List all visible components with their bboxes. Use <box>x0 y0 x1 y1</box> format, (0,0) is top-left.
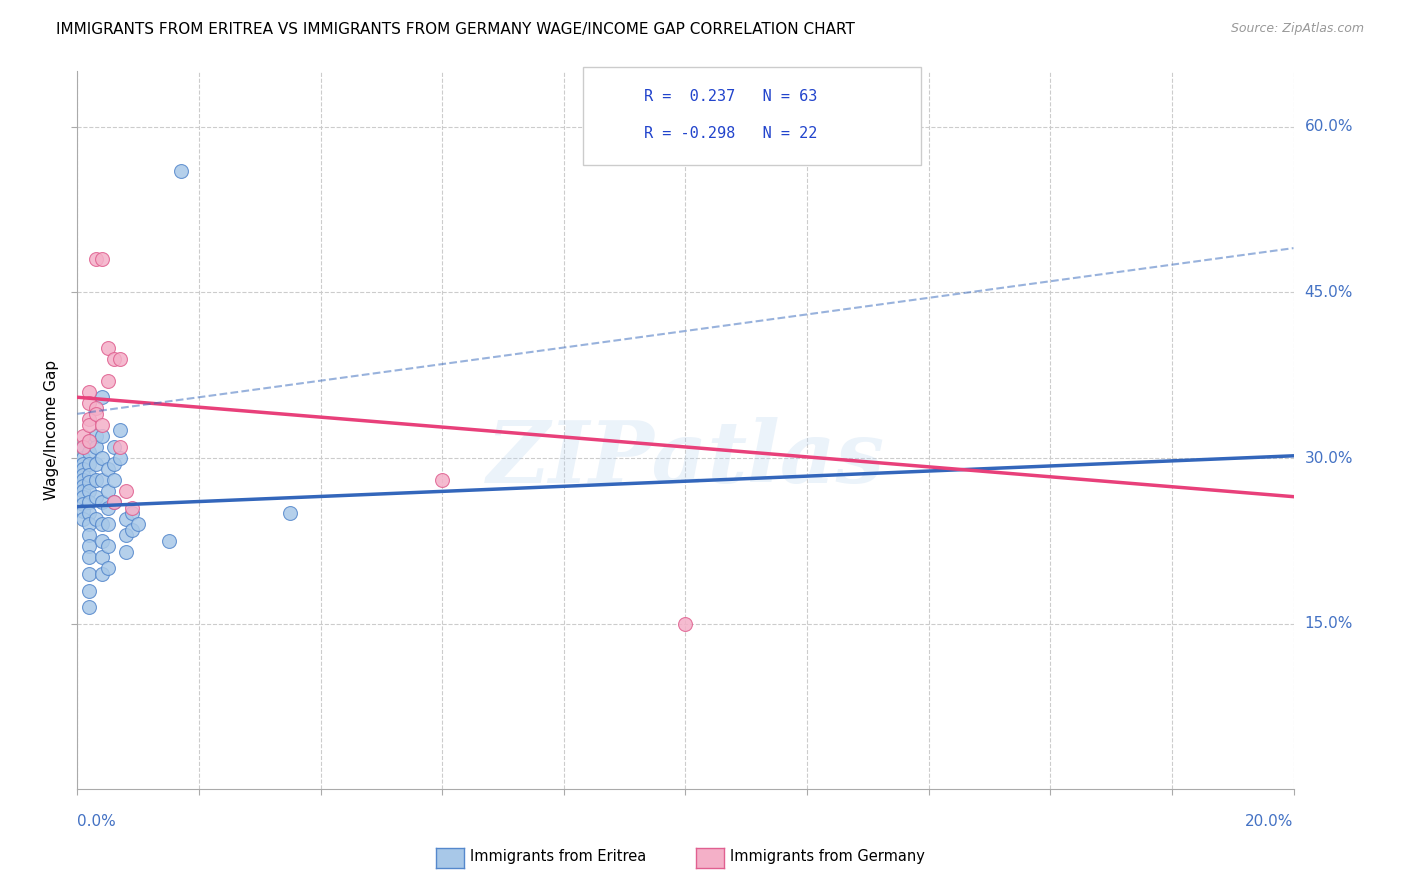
Text: 30.0%: 30.0% <box>1305 450 1353 466</box>
Point <box>79 396 101 410</box>
Point <box>79 495 101 509</box>
Point <box>79 517 101 532</box>
Text: ZIPatlas: ZIPatlas <box>486 417 884 501</box>
Point <box>84 401 107 416</box>
Point <box>97 540 120 554</box>
Point <box>90 533 112 548</box>
Text: Immigrants from Eritrea: Immigrants from Eritrea <box>470 849 645 863</box>
Point <box>90 390 112 404</box>
Point <box>90 429 112 443</box>
Point <box>84 473 107 487</box>
Text: Immigrants from Germany: Immigrants from Germany <box>730 849 925 863</box>
Point <box>84 407 107 421</box>
Point <box>430 473 453 487</box>
Point <box>79 417 101 432</box>
Point <box>84 440 107 454</box>
Point <box>79 445 101 459</box>
Point <box>108 440 131 454</box>
Point <box>103 440 125 454</box>
Point <box>84 512 107 526</box>
Point <box>278 506 301 520</box>
Point <box>72 440 94 454</box>
Point <box>72 504 94 518</box>
Point <box>127 517 149 532</box>
Point <box>79 384 101 399</box>
Y-axis label: Wage/Income Gap: Wage/Income Gap <box>44 360 59 500</box>
Point <box>115 545 138 559</box>
Text: IMMIGRANTS FROM ERITREA VS IMMIGRANTS FROM GERMANY WAGE/INCOME GAP CORRELATION C: IMMIGRANTS FROM ERITREA VS IMMIGRANTS FR… <box>56 22 855 37</box>
Point <box>97 500 120 515</box>
Text: 0.0%: 0.0% <box>77 814 117 830</box>
Point <box>115 512 138 526</box>
Point <box>72 450 94 465</box>
Point <box>90 517 112 532</box>
Text: 20.0%: 20.0% <box>1246 814 1294 830</box>
Point <box>115 484 138 499</box>
Point <box>170 163 193 178</box>
Text: 15.0%: 15.0% <box>1305 616 1353 632</box>
Point <box>79 434 101 449</box>
Point <box>84 457 107 471</box>
Point <box>79 412 101 426</box>
Point <box>90 550 112 565</box>
Point <box>90 417 112 432</box>
Point <box>121 523 143 537</box>
Point <box>108 424 131 438</box>
Point <box>79 506 101 520</box>
Point <box>97 517 120 532</box>
Point <box>103 473 125 487</box>
Point <box>90 473 112 487</box>
Point <box>72 490 94 504</box>
Text: R = -0.298   N = 22: R = -0.298 N = 22 <box>644 127 817 141</box>
Point <box>72 512 94 526</box>
Point <box>72 478 94 492</box>
Point <box>90 495 112 509</box>
Text: R =  0.237   N = 63: R = 0.237 N = 63 <box>644 89 817 103</box>
Point <box>79 583 101 598</box>
Point <box>121 506 143 520</box>
Point <box>108 351 131 366</box>
Point <box>79 540 101 554</box>
Point <box>79 484 101 499</box>
Point <box>79 600 101 615</box>
Point <box>97 341 120 355</box>
Point <box>103 351 125 366</box>
Point <box>79 528 101 542</box>
Point <box>84 252 107 267</box>
Point <box>115 528 138 542</box>
Point <box>79 567 101 582</box>
Text: 45.0%: 45.0% <box>1305 285 1353 300</box>
Point <box>79 467 101 482</box>
Point <box>97 484 120 499</box>
Point <box>103 495 125 509</box>
Text: Source: ZipAtlas.com: Source: ZipAtlas.com <box>1230 22 1364 36</box>
Point <box>157 533 180 548</box>
Point <box>72 497 94 511</box>
Point <box>90 252 112 267</box>
Point <box>79 475 101 490</box>
Point <box>72 440 94 454</box>
Point <box>79 457 101 471</box>
Point <box>79 550 101 565</box>
Text: 60.0%: 60.0% <box>1305 120 1353 134</box>
Point <box>84 490 107 504</box>
Point <box>108 450 131 465</box>
Point <box>72 462 94 476</box>
Point <box>103 457 125 471</box>
Point <box>84 429 107 443</box>
Point <box>72 457 94 471</box>
Point <box>90 450 112 465</box>
Point <box>79 434 101 449</box>
Point <box>97 374 120 388</box>
Point <box>97 462 120 476</box>
Point <box>121 500 143 515</box>
Point <box>675 616 697 631</box>
Point <box>72 473 94 487</box>
Point <box>72 484 94 499</box>
Point <box>103 495 125 509</box>
Point <box>72 429 94 443</box>
Point <box>97 561 120 575</box>
Point <box>72 467 94 482</box>
Point <box>90 567 112 582</box>
